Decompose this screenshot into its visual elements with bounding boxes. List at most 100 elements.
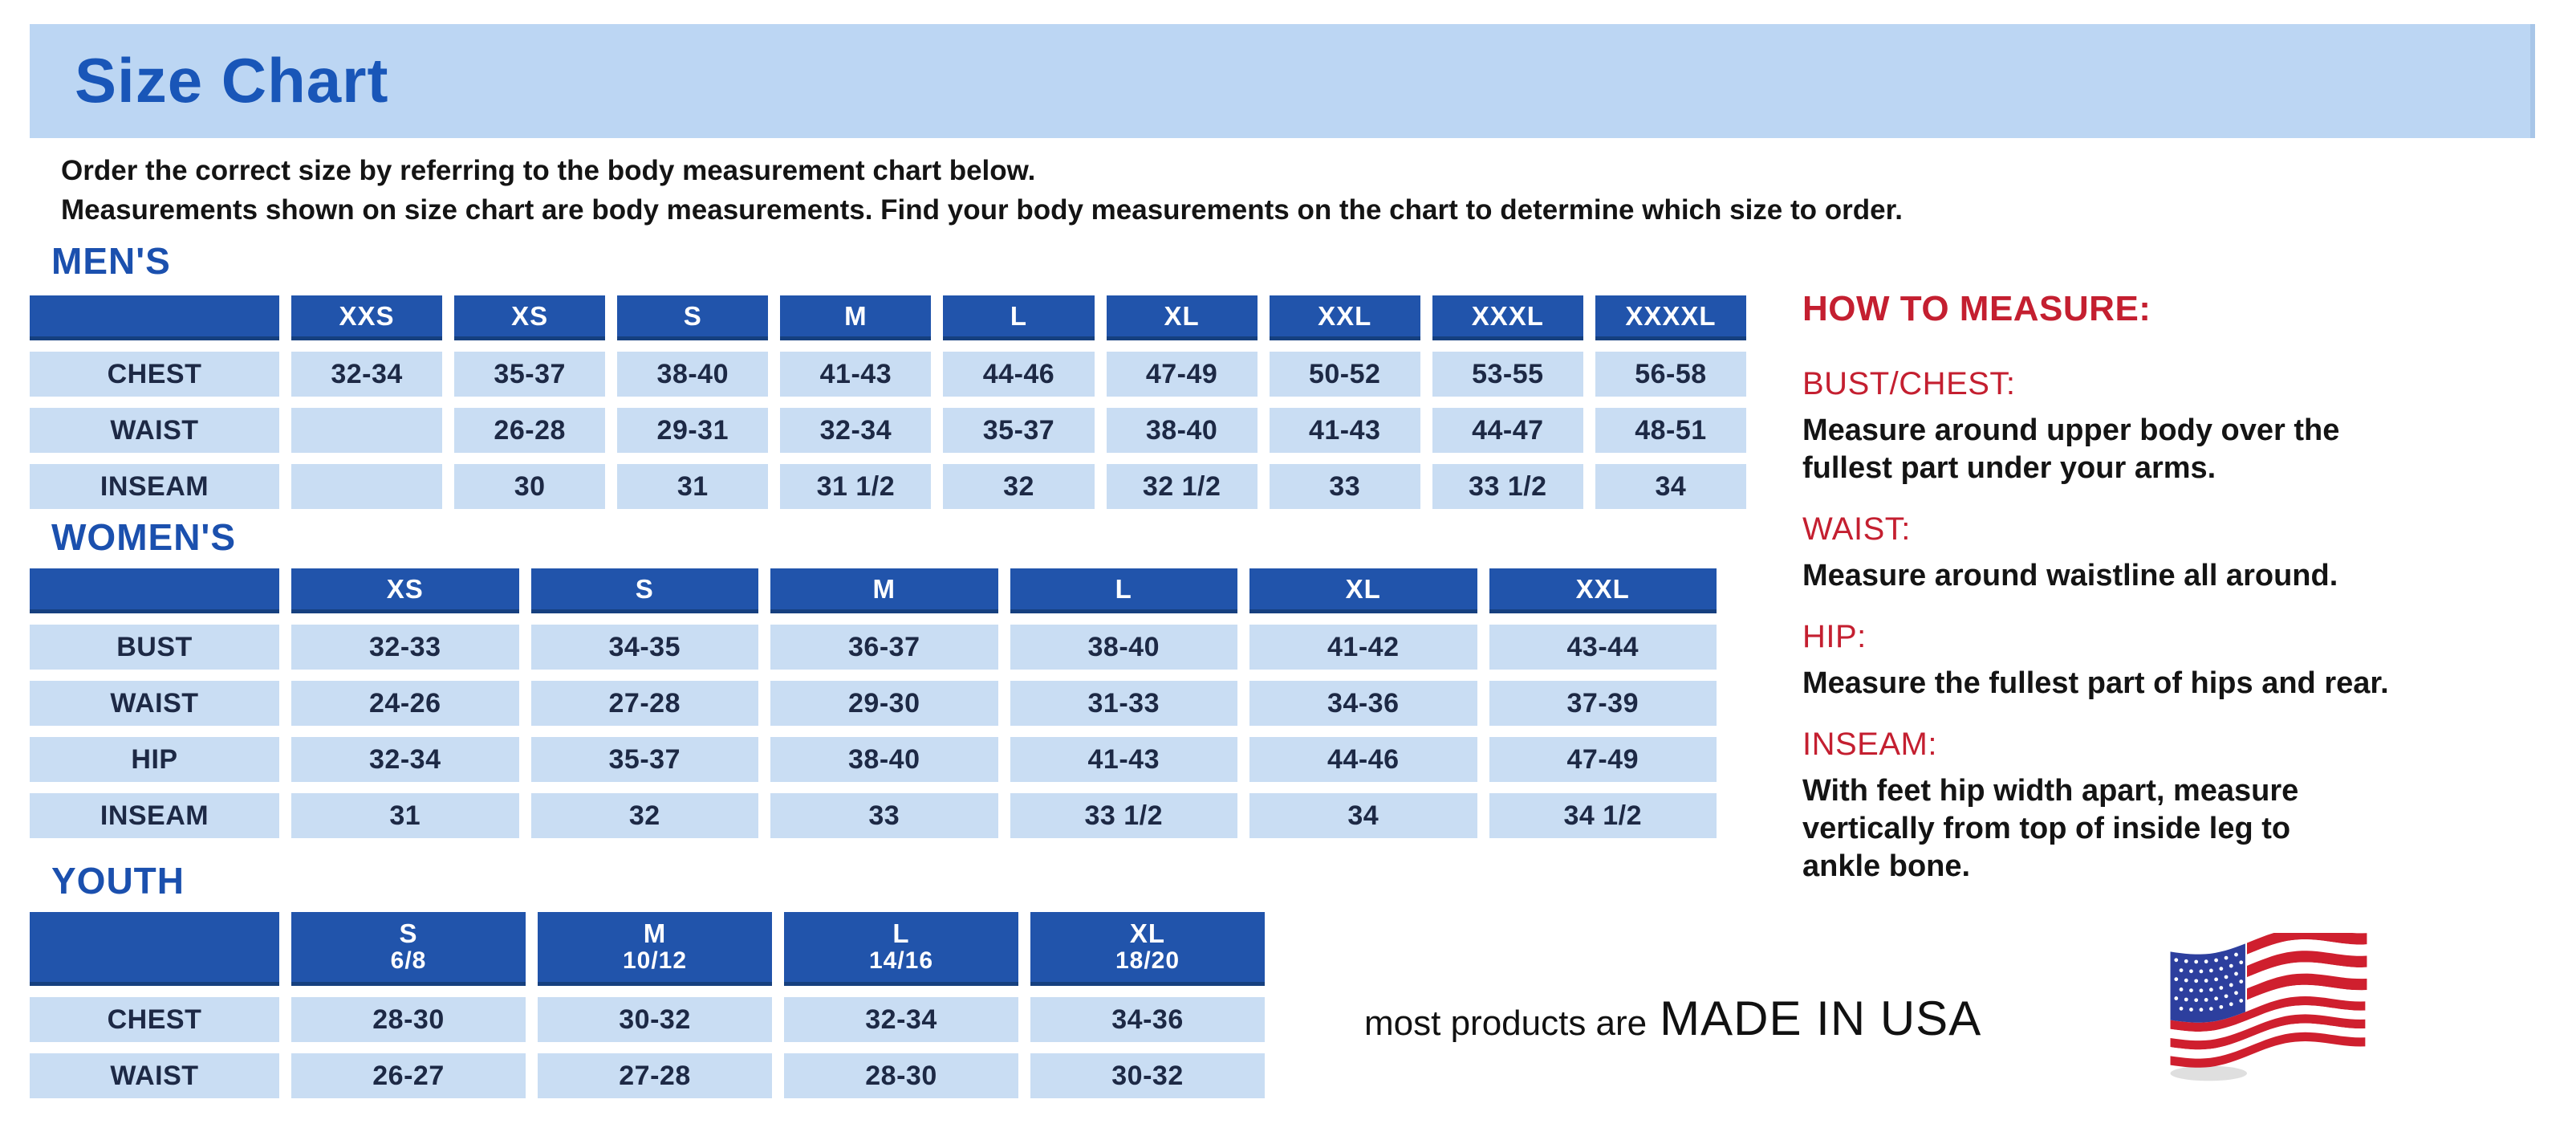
column-header-cell: S: [530, 568, 758, 613]
data-cell: 28-30: [784, 1053, 1018, 1098]
data-cell: 32-33: [291, 625, 519, 670]
column-header-cell: S: [617, 295, 769, 340]
data-cell: 47-49: [1106, 352, 1258, 397]
data-cell: 29-31: [617, 408, 769, 453]
data-cell: 32: [943, 464, 1095, 509]
column-header-cell: L: [1010, 568, 1237, 613]
data-cell: 50-52: [1269, 352, 1420, 397]
data-cell: 31 1/2: [780, 464, 932, 509]
mens-size-table: XXS XS S M L XL XXL XXXL XXXXL CHEST 32-34 35-37 38-…: [30, 295, 1746, 509]
data-cell: 26-28: [454, 408, 606, 453]
data-cell: 36-37: [770, 625, 998, 670]
data-cell: 35-37: [943, 408, 1095, 453]
column-header-cell: L: [943, 295, 1095, 340]
data-cell: 31-33: [1010, 681, 1237, 726]
measure-section-text: Measure around waistline all around.: [1802, 559, 2338, 592]
row-label-cell: INSEAM: [30, 793, 279, 838]
title-banner: Size Chart: [30, 24, 2535, 138]
table-corner-cell: [30, 912, 279, 986]
table-corner-cell: [30, 568, 279, 613]
data-cell: 31: [617, 464, 769, 509]
made-in-usa-prefix: most products are: [1364, 1004, 1648, 1043]
intro-text: Order the correct size by referring to t…: [61, 151, 1903, 230]
column-header-cell: XXS: [291, 295, 443, 340]
data-cell: 41-42: [1249, 625, 1477, 670]
measure-section-text: Measure the fullest part of hips and rea…: [1802, 666, 2389, 700]
womens-size-table: XS S M L XL XXL BUST 32-33 34-35 36-37 38-40 41-42 4…: [30, 568, 1717, 838]
row-label-cell: WAIST: [30, 408, 279, 453]
data-cell: 32-34: [291, 352, 443, 397]
data-cell: 30-32: [1030, 1053, 1265, 1098]
data-cell: 32-34: [784, 997, 1018, 1042]
data-cell: 28-30: [291, 997, 526, 1042]
data-cell: 41-43: [1269, 408, 1420, 453]
data-cell: 38-40: [1106, 408, 1258, 453]
data-cell: 35-37: [454, 352, 606, 397]
table-corner-cell: [30, 295, 279, 340]
data-cell: 47-49: [1489, 737, 1717, 782]
data-cell: 32 1/2: [1106, 464, 1258, 509]
data-cell: 43-44: [1489, 625, 1717, 670]
measure-section-text: With feet hip width apart, measure vertic…: [1802, 774, 2299, 883]
data-cell: 33 1/2: [1010, 793, 1237, 838]
column-header-cell: XL: [1106, 295, 1258, 340]
youth-size-table: S 6/8 M 10/12 L 14/16 XL 18/20 CHEST 28-30 30-32 32…: [30, 912, 1265, 1098]
data-cell: 35-37: [530, 737, 758, 782]
data-cell: 38-40: [1010, 625, 1237, 670]
column-header-cell: XXL: [1269, 295, 1420, 340]
data-cell: 34-35: [530, 625, 758, 670]
data-cell: 56-58: [1595, 352, 1746, 397]
row-label-cell: WAIST: [30, 681, 279, 726]
data-cell: 41-43: [780, 352, 932, 397]
data-cell: 34-36: [1030, 997, 1265, 1042]
data-cell: 44-47: [1432, 408, 1583, 453]
page-title: Size Chart: [75, 45, 389, 116]
data-cell: 32-34: [780, 408, 932, 453]
data-cell: 29-30: [770, 681, 998, 726]
data-cell: 38-40: [770, 737, 998, 782]
row-label-cell: HIP: [30, 737, 279, 782]
made-in-usa-text: MADE IN USA: [1660, 992, 1982, 1045]
data-cell: 34: [1249, 793, 1477, 838]
measure-section-label: WAIST:: [1802, 511, 1911, 547]
column-header-cell: XS: [454, 295, 606, 340]
usa-flag-icon: [2159, 927, 2379, 1084]
data-cell: 33: [1269, 464, 1420, 509]
row-label-cell: INSEAM: [30, 464, 279, 509]
row-label-cell: WAIST: [30, 1053, 279, 1098]
measure-section-label: BUST/CHEST:: [1802, 366, 2016, 401]
column-header-cell: L 14/16: [784, 912, 1018, 986]
data-cell: 32: [530, 793, 758, 838]
row-label-cell: BUST: [30, 625, 279, 670]
data-cell: 26-27: [291, 1053, 526, 1098]
measure-section-text: Measure around upper body over the fulles…: [1802, 413, 2340, 485]
column-header-cell: M: [780, 295, 932, 340]
data-cell: 34 1/2: [1489, 793, 1717, 838]
how-to-measure-panel: HOW TO MEASURE: BUST/CHEST: Measure aroun…: [1802, 289, 2549, 886]
data-cell: 24-26: [291, 681, 519, 726]
data-cell: 44-46: [1249, 737, 1477, 782]
intro-line-1: Order the correct size by referring to t…: [61, 155, 1036, 186]
data-cell: 31: [291, 793, 519, 838]
data-cell: 41-43: [1010, 737, 1237, 782]
data-cell: 30-32: [538, 997, 772, 1042]
measure-section-label: HIP:: [1802, 619, 1867, 654]
column-header-cell: XL: [1249, 568, 1477, 613]
data-cell: [291, 408, 443, 453]
data-cell: 34-36: [1249, 681, 1477, 726]
column-header-cell: XXXXL: [1595, 295, 1746, 340]
column-header-cell: XXL: [1489, 568, 1717, 613]
column-header-cell: XXXL: [1432, 295, 1583, 340]
column-header-cell: XL 18/20: [1030, 912, 1265, 986]
row-label-cell: CHEST: [30, 997, 279, 1042]
row-label-cell: CHEST: [30, 352, 279, 397]
how-to-measure-heading: HOW TO MEASURE:: [1802, 289, 2151, 328]
column-header-cell: XS: [291, 568, 519, 613]
data-cell: 53-55: [1432, 352, 1583, 397]
youth-heading: YOUTH: [51, 860, 185, 902]
column-header-cell: S 6/8: [291, 912, 526, 986]
how-to-measure-sections: BUST/CHEST: Measure around upper body ove…: [1802, 366, 2549, 886]
data-cell: 37-39: [1489, 681, 1717, 726]
column-header-cell: M: [770, 568, 998, 613]
